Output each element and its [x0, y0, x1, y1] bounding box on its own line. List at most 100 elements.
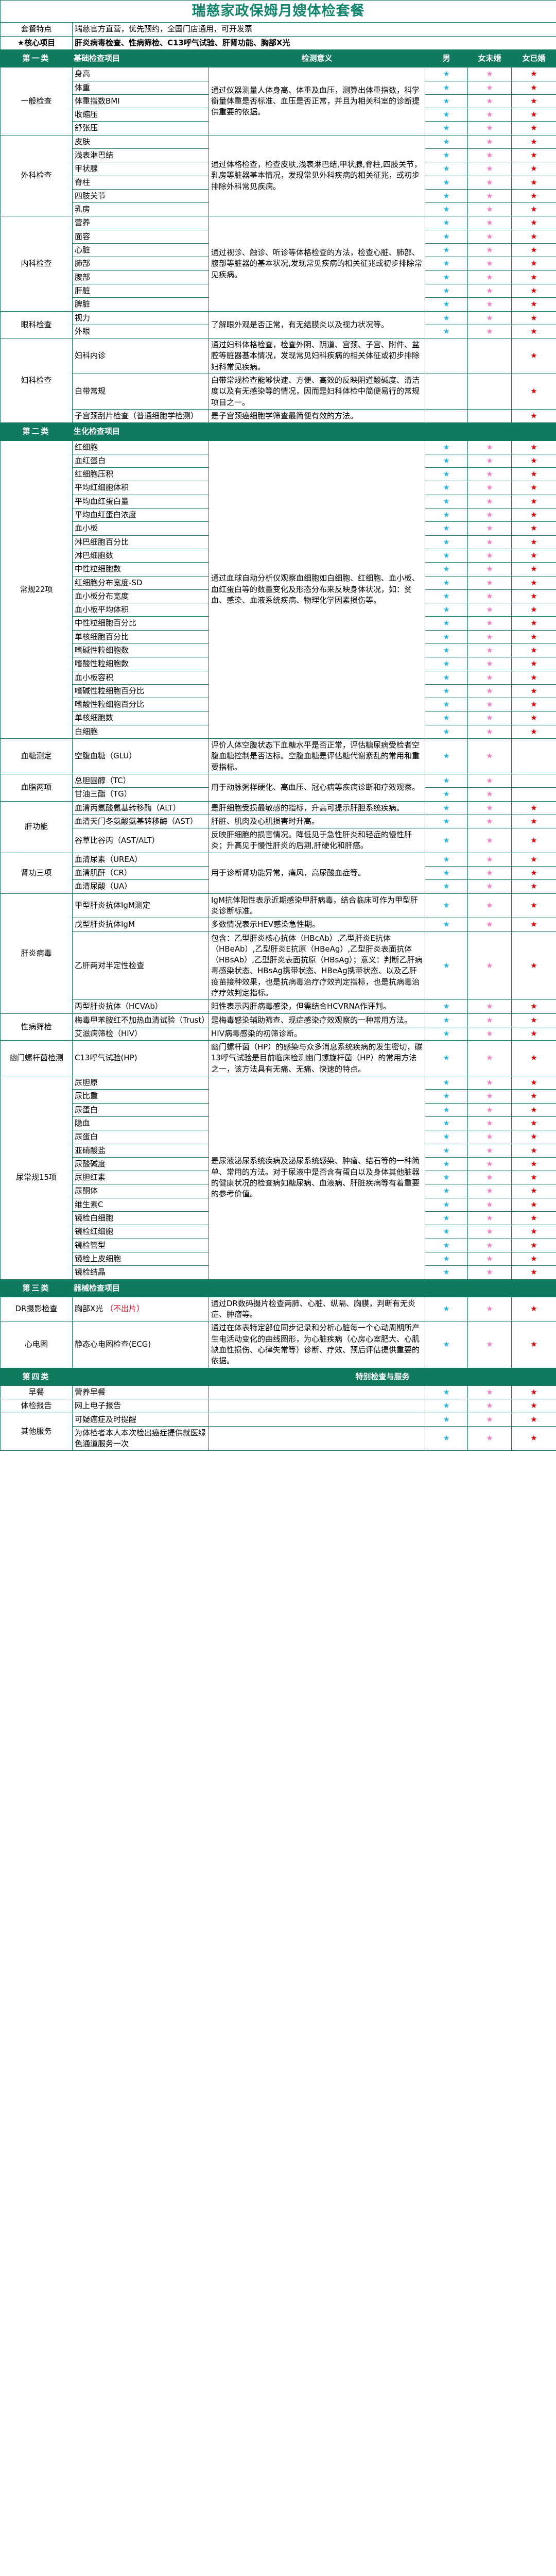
star-icon: ★	[486, 1387, 493, 1397]
star-icon: ★	[486, 1199, 493, 1209]
star-icon: ★	[443, 1078, 450, 1088]
table-row: 平均红细胞体积 ★ ★ ★	[1, 481, 556, 495]
category-number: 第二类	[0, 422, 73, 441]
star-icon: ★	[486, 726, 493, 736]
mark-male: ★	[425, 229, 468, 244]
star-icon: ★	[443, 455, 450, 465]
star-icon: ★	[443, 920, 450, 929]
table-row: 一般检查 身高 通过仪器测量人体身高、体重及血压，测算出体重指数，科学衡量体重是否标…	[0, 67, 556, 135]
core-label: ★核心项目	[0, 36, 73, 50]
star-icon: ★	[443, 901, 450, 910]
star-icon: ★	[486, 1213, 493, 1223]
star-icon: ★	[530, 351, 537, 361]
mark-female-single: ★	[467, 270, 512, 284]
mark-male: ★	[425, 1171, 468, 1185]
star-icon: ★	[443, 496, 450, 506]
mark-female-single: ★	[467, 202, 512, 217]
mark-female-married: ★	[511, 852, 556, 867]
star-icon: ★	[530, 205, 537, 214]
mark-female-married: ★	[511, 148, 556, 163]
mark-female-single: ★	[467, 494, 512, 509]
item-name: 妇科内诊	[72, 338, 209, 375]
category-name: 器械检查项目	[72, 1279, 209, 1297]
item-description: HIV病毒感染的初筛诊断。	[208, 1026, 425, 1041]
mark-male: ★	[425, 1251, 468, 1266]
category-header: 第三类 器械检查项目	[0, 1279, 556, 1297]
star-icon: ★	[443, 618, 450, 628]
mark-female-married: ★	[511, 440, 556, 454]
item-description: 评价人体空腹状态下血糖水平是否正常，评估糖尿病受检者空腹血糖控制是否达标。空腹血…	[208, 738, 425, 774]
mark-male: ★	[425, 243, 468, 258]
item-name: 隐血	[72, 1116, 209, 1131]
mark-female-single: ★	[467, 1143, 512, 1158]
star-icon: ★	[530, 686, 537, 696]
mark-female-single: ★	[467, 562, 512, 577]
star-icon: ★	[443, 442, 450, 452]
table-row: 舒张压 ★ ★ ★	[1, 121, 556, 135]
star-icon: ★	[486, 299, 493, 309]
table-row: 单核细胞百分比 ★ ★ ★	[1, 630, 556, 644]
star-icon: ★	[486, 82, 493, 92]
star-icon: ★	[530, 82, 537, 92]
mark-female-married: ★	[511, 575, 556, 590]
star-icon: ★	[486, 1401, 493, 1411]
star-icon: ★	[486, 605, 493, 615]
item-name: 维生素C	[72, 1197, 209, 1212]
mark-female-married: ★	[511, 467, 556, 482]
mark-male: ★	[425, 1385, 468, 1400]
star-icon: ★	[443, 1414, 450, 1424]
star-icon: ★	[486, 1414, 493, 1424]
mark-female-married: ★	[511, 1184, 556, 1198]
mark-female-married: ★	[511, 931, 556, 1001]
star-icon: ★	[486, 1253, 493, 1263]
mark-male: ★	[425, 738, 468, 774]
group-label: 常规22项	[0, 440, 73, 739]
star-icon: ★	[443, 1132, 450, 1142]
mark-female-married: ★	[511, 283, 556, 298]
star-icon: ★	[443, 1401, 450, 1411]
mark-male: ★	[425, 684, 468, 699]
mark-male: ★	[425, 216, 468, 230]
group-label: 尿常规15项	[0, 1076, 73, 1280]
mark-female-married: ★	[511, 999, 556, 1014]
mark-female-single: ★	[467, 1412, 512, 1427]
mark-male: ★	[425, 698, 468, 712]
mark-female-single: ★	[467, 852, 512, 867]
item-name: 嗜碱性粒细胞百分比	[72, 684, 209, 699]
mark-male: ★	[425, 773, 468, 788]
table-row: 尿常规15项 尿胆原 是尿液泌尿系统疾病及泌尿系统感染、肿瘤、结石等的一种简单、常用…	[0, 1076, 556, 1280]
item-name: 血清肌酐（CR）	[72, 866, 209, 880]
table-row: 肾功三项 血清尿素（UREA） 用于诊断肾功能异常，痛风，高尿酸血症等。 ★ ★ ★	[0, 852, 556, 894]
star-icon: ★	[443, 1387, 450, 1397]
star-icon: ★	[443, 313, 450, 323]
item-description: 反映肝细胞的损害情况。降低见于急性肝炎和轻症的慢性肝炎；升高见于慢性肝炎的后期,…	[208, 828, 425, 853]
star-icon: ★	[486, 700, 493, 709]
package-table: 瑞慈家政保姆月嫂体检套餐 套餐特点 瑞慈官方直营，优先预约，全国门店通用，可开发票 ★…	[0, 0, 556, 1451]
star-icon: ★	[443, 1213, 450, 1223]
item-name: 白细胞	[72, 724, 209, 739]
star-icon: ★	[530, 455, 537, 465]
star-icon: ★	[530, 496, 537, 506]
star-icon: ★	[443, 272, 450, 282]
table-row: 镜检结晶 ★ ★ ★	[1, 1265, 556, 1280]
mark-female-married: ★	[511, 1385, 556, 1400]
item-name: 乳房	[72, 202, 209, 217]
star-icon: ★	[486, 285, 493, 295]
star-icon: ★	[486, 69, 493, 79]
table-row: 尿比重 ★ ★ ★	[1, 1089, 556, 1104]
category-name: 生化检查项目	[72, 422, 209, 441]
table-row: 其他服务 可疑癌症及时提醒 ★ ★ ★	[0, 1412, 556, 1451]
mark-female-married: ★	[511, 535, 556, 549]
item-name: 浅表淋巴结	[72, 148, 209, 163]
mark-female-single: ★	[467, 297, 512, 312]
star-icon: ★	[486, 259, 493, 268]
mark-female-single: ★	[467, 324, 512, 339]
mark-male: ★	[425, 1076, 468, 1090]
item-name: 血小板分布宽度	[72, 589, 209, 604]
mark-female-single: ★	[467, 1116, 512, 1131]
star-icon: ★	[443, 789, 450, 799]
column-header-female-single: 女未婚	[467, 49, 512, 68]
table-row: 嗜碱性粒细胞数 ★ ★ ★	[1, 643, 556, 658]
star-icon: ★	[530, 868, 537, 878]
mark-female-married: ★	[511, 603, 556, 617]
